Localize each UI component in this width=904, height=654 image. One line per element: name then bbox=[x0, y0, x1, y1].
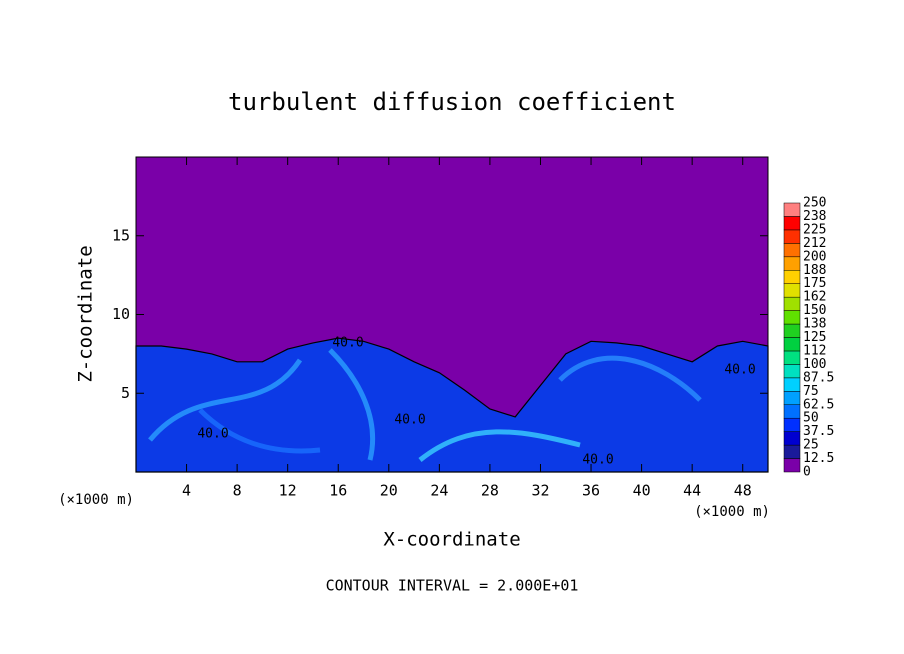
colorbar-segment bbox=[783, 283, 801, 298]
field-streak bbox=[148, 358, 303, 442]
field-streak bbox=[198, 408, 321, 454]
contour-label: 40.0 bbox=[724, 363, 755, 378]
colorbar-label: 37.5 bbox=[803, 424, 834, 439]
colorbar-segment bbox=[783, 256, 801, 271]
colorbar-segment bbox=[783, 296, 801, 311]
field-streak bbox=[418, 429, 581, 462]
x-tick-label: 48 bbox=[734, 482, 752, 500]
colorbar-label: 212 bbox=[803, 236, 826, 251]
colorbar-label: 25 bbox=[803, 438, 819, 453]
colorbar-label: 12.5 bbox=[803, 451, 834, 466]
contour-label: 40.0 bbox=[394, 413, 425, 428]
colorbar-label: 112 bbox=[803, 343, 826, 358]
colorbar-segment bbox=[783, 391, 801, 405]
colorbar-label: 87.5 bbox=[803, 370, 834, 385]
x-tick-label: 8 bbox=[233, 482, 242, 500]
y-tick-label: 10 bbox=[112, 305, 130, 323]
x-tick-label: 24 bbox=[430, 482, 448, 500]
colorbar-label: 100 bbox=[803, 357, 826, 372]
colorbar-label: 250 bbox=[803, 196, 826, 211]
colorbar-segment bbox=[783, 270, 801, 284]
field-streak bbox=[558, 355, 702, 402]
x-tick-label: 16 bbox=[329, 482, 347, 500]
colorbar-label: 138 bbox=[803, 317, 826, 332]
colorbar-segment bbox=[783, 323, 801, 338]
colorbar-label: 238 bbox=[803, 209, 826, 224]
colorbar-label: 125 bbox=[803, 330, 826, 345]
colorbar-segment bbox=[783, 431, 801, 446]
colorbar-segment bbox=[783, 243, 801, 258]
colorbar-segment bbox=[783, 229, 801, 244]
colorbar-label: 50 bbox=[803, 411, 819, 426]
colorbar-segment bbox=[783, 444, 801, 459]
x-tick-label: 4 bbox=[182, 482, 191, 500]
colorbar-label: 75 bbox=[803, 384, 819, 399]
y-axis-label: Z-coordinate bbox=[75, 245, 97, 382]
contour-label: 40.0 bbox=[582, 453, 613, 468]
colorbar-segment bbox=[783, 377, 801, 392]
y-tick-label: 15 bbox=[112, 226, 130, 244]
colorbar-segment bbox=[783, 216, 801, 231]
colorbar-label: 225 bbox=[803, 222, 826, 237]
colorbar-label: 162 bbox=[803, 290, 826, 305]
colorbar-segment bbox=[783, 417, 801, 432]
x-axis-label: X-coordinate bbox=[383, 529, 520, 551]
colorbar-label: 200 bbox=[803, 249, 826, 264]
colorbar-label: 62.5 bbox=[803, 397, 834, 412]
colorbar-label: 188 bbox=[803, 263, 826, 278]
colorbar-segment bbox=[783, 310, 801, 325]
colorbar-segment bbox=[783, 337, 801, 352]
colorbar-segment bbox=[783, 364, 801, 379]
footer-note: CONTOUR INTERVAL = 2.000E+01 bbox=[326, 577, 579, 595]
field-streak bbox=[328, 348, 376, 461]
y-tick-label: 5 bbox=[121, 384, 130, 402]
colorbar-segment bbox=[783, 202, 801, 217]
x-tick-label: 20 bbox=[380, 482, 398, 500]
contour-label: 40.0 bbox=[197, 427, 228, 442]
x-tick-label: 44 bbox=[683, 482, 701, 500]
colorbar-label: 150 bbox=[803, 303, 826, 318]
x-tick-label: 12 bbox=[279, 482, 297, 500]
colorbar-segment bbox=[783, 350, 801, 365]
x-tick-label: 40 bbox=[633, 482, 651, 500]
x-unit-label: (×1000 m) bbox=[694, 504, 770, 520]
x-unit-label: (×1000 m) bbox=[58, 492, 134, 508]
contour-label: 40.0 bbox=[332, 336, 363, 351]
x-tick-label: 32 bbox=[531, 482, 549, 500]
chart-title: turbulent diffusion coefficient bbox=[228, 88, 676, 116]
x-tick-label: 36 bbox=[582, 482, 600, 500]
colorbar-label: 175 bbox=[803, 276, 826, 291]
colorbar-segment bbox=[783, 404, 801, 419]
x-tick-label: 28 bbox=[481, 482, 499, 500]
colorbar-label: 0 bbox=[803, 465, 811, 480]
colorbar-segment bbox=[783, 458, 801, 473]
